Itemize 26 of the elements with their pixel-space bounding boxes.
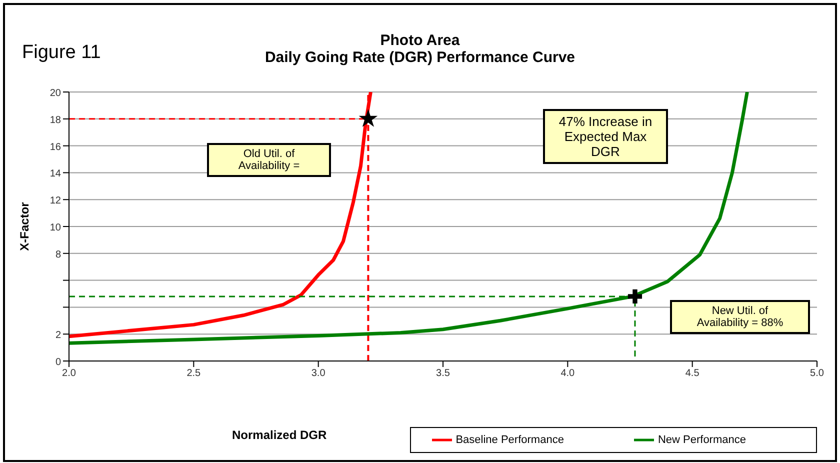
x-axis-title: Normalized DGR	[232, 428, 327, 442]
legend-label: New Performance	[658, 434, 746, 446]
x-tick-label: 3.0	[311, 368, 326, 380]
x-tick-label: 3.5	[436, 368, 450, 380]
note-box: 47% Increase in Expected Max DGR	[543, 109, 668, 164]
y-tick-label: 2	[55, 330, 62, 342]
x-tick-label: 2.5	[186, 368, 202, 380]
chart-subtitle: Daily Going Rate (DGR) Performance Curve	[264, 49, 576, 66]
y-tick-label: 12	[50, 196, 62, 207]
note-box: Old Util. of Availability =	[207, 143, 331, 177]
y-tick-label: 14	[50, 168, 62, 180]
legend-label: Baseline Performance	[456, 434, 564, 446]
y-tick-label: 18	[50, 114, 62, 126]
x-tick-label: 4.0	[560, 368, 576, 380]
caption: Figure 11	[22, 42, 102, 64]
x-tick-label: 4.5	[685, 368, 700, 380]
y-tick-label: 16	[50, 142, 62, 153]
note-box: New Util. of Availability = 88%	[670, 300, 810, 334]
y-tick-label: 10	[50, 222, 62, 234]
x-tick-label: 2.0	[62, 368, 76, 380]
chart-title: Photo Area	[380, 32, 460, 49]
y-tick-label: 20	[50, 88, 62, 99]
x-tick-label: 5.0	[810, 368, 824, 380]
y-tick-label: 8	[55, 249, 62, 260]
y-tick-label: 0	[55, 357, 62, 368]
y-axis-title: X-Factor	[17, 202, 32, 251]
